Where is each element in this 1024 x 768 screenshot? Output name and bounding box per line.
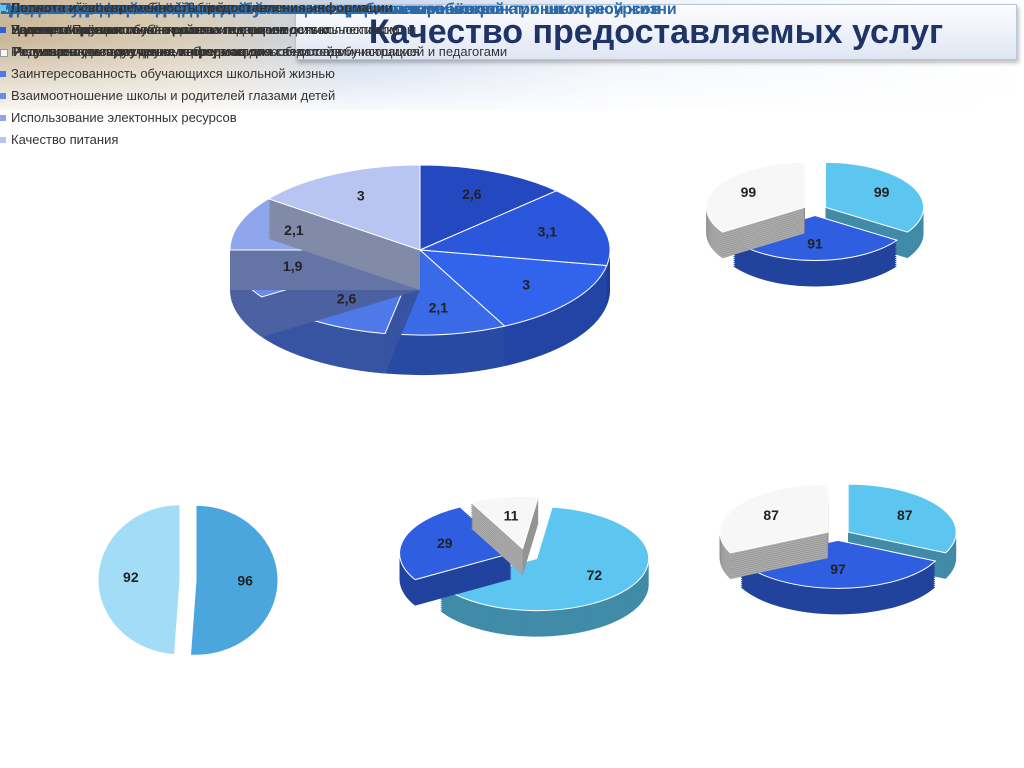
value-label: 87: [763, 507, 779, 523]
value-label: 2,6: [337, 290, 357, 306]
legend-item: Использование электонных ресурсов: [0, 110, 420, 126]
slice: [705, 161, 805, 259]
legend-item: Регулярность получения информации: [0, 44, 393, 60]
legend: Полнота и своевременность предоставления…: [0, 0, 393, 60]
slice-top: [97, 504, 181, 656]
chart-title: Удовлетворённость родителей участием в у…: [0, 1, 505, 18]
legend-label: Заинтересованность обучающихся школьной …: [11, 66, 335, 81]
value-label: 3: [357, 187, 365, 203]
legend-label: Регулярность получения информации: [13, 44, 262, 59]
legend-label: Посещаемость школьного сайта: [11, 22, 207, 37]
value-label: 96: [237, 572, 253, 588]
legend-swatch: [0, 137, 6, 143]
legend: Родители ощущают любовь ребёнка к школе Р…: [0, 0, 342, 60]
value-label: 72: [587, 567, 603, 583]
legend-swatch: [0, 71, 6, 77]
chart-title: Степень удовлетворённости обучающихся ра…: [0, 1, 677, 18]
value-label: 2,1: [429, 300, 449, 316]
value-label: 29: [437, 535, 453, 551]
legend-label: Использование электонных ресурсов: [11, 110, 237, 125]
legend-label: Развитие индивидуальных, творческих спос…: [11, 44, 420, 59]
slice-top: [418, 249, 608, 327]
value-label: 2,6: [462, 186, 482, 202]
slice: [739, 539, 937, 615]
slice-top: [719, 483, 829, 554]
legend-label: Родители ощущают любовь ребёнка к школе: [11, 0, 284, 15]
slice-top: [439, 506, 650, 612]
value-label: 3: [522, 277, 530, 293]
legend-label: Родители ощущают себя желанными в школе: [11, 22, 288, 37]
value-label: 2,1: [284, 222, 304, 238]
slide-title: Качество предоставляемых услуг: [295, 4, 1017, 60]
legend-item: Полнота и своевременность предоставления…: [0, 0, 393, 16]
legend-label: Достаточно владеют информацией о школе: [11, 0, 277, 15]
slice-top: [419, 190, 611, 267]
legend-label: Наличие "Права голоса" в решении вопросо…: [11, 22, 417, 37]
legend-item: Заинтересованность обучающихся школьной …: [0, 66, 420, 82]
legend-label: Родители чувствуют дружелюбие со сторны …: [13, 44, 342, 59]
value-label: 97: [830, 561, 846, 577]
legend-swatch: [0, 115, 6, 121]
legend-label: Качество питания: [11, 132, 119, 147]
chart-title: Психологический климат в школе: [0, 1, 268, 18]
value-label: 92: [123, 569, 139, 585]
slice: [439, 506, 650, 637]
legend-swatch: [0, 27, 6, 33]
legend-item: Качество питания: [0, 132, 420, 148]
value-label: 99: [874, 184, 890, 200]
legend-label: Удовлетворённость контроля за посещаемос…: [11, 22, 330, 37]
value-label: 99: [741, 184, 757, 200]
slice-top: [470, 496, 539, 550]
slice-top: [419, 164, 558, 251]
legend-label: Полнота и своевременность предоставления…: [11, 0, 393, 15]
slice: [731, 214, 899, 287]
chart-title: Владение информацией о достижениях и про…: [0, 1, 491, 18]
legend-item: Взаимоотношение школы и родителей глазам…: [0, 88, 420, 104]
chart-title: Уровень владения информацией о школе и и…: [0, 1, 661, 18]
slice-top: [705, 161, 805, 233]
legend-swatch: [0, 93, 6, 99]
slice: [189, 504, 279, 656]
slice-top: [847, 483, 957, 554]
legend-label: Использование электронных ресурсов для с…: [13, 44, 508, 59]
slice: [399, 506, 513, 606]
slice: [719, 483, 829, 580]
legend: Внутренний психологический климат в школ…: [0, 0, 420, 148]
value-label: 11: [504, 508, 519, 524]
slice: [267, 164, 421, 290]
legend-label: Удовлетворённость работой Попечительског…: [11, 0, 377, 15]
slice-top: [399, 506, 513, 581]
legend-label: Взаимоотношение школы и родителей глазам…: [11, 88, 336, 103]
slice-top: [267, 164, 421, 251]
legend: Удовлетворённость работой Попечительског…: [0, 0, 416, 38]
legend-swatch: [0, 5, 6, 11]
legend-swatch: [0, 49, 8, 57]
value-label: 91: [807, 235, 823, 251]
slice-top: [189, 504, 279, 656]
slice: [97, 504, 181, 656]
legend-label: Внутренний психологический климат в школ…: [11, 0, 287, 15]
slice: [470, 496, 539, 575]
legend-item: Удовлетворённость контроля за посещаемос…: [0, 22, 393, 38]
legend-label: Взаимоотношения обучающихся с педагогиче…: [11, 22, 399, 37]
slice-top: [825, 161, 925, 233]
value-label: 87: [897, 507, 913, 523]
value-label: 1,9: [283, 258, 303, 274]
value-label: 3,1: [538, 224, 558, 240]
